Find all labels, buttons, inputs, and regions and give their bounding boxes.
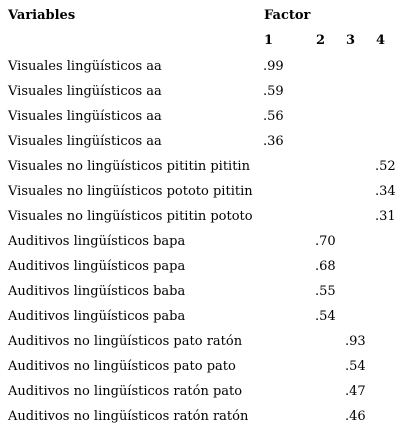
table-row: Auditivos lingüísticos paba .54	[0, 309, 406, 325]
factor-loading-value: .36	[263, 134, 284, 149]
factor-number-4: 4	[376, 33, 386, 48]
table-row: Auditivos no lingüísticos ratón ratón .46	[0, 409, 406, 425]
factor-loading-value: .34	[375, 184, 396, 199]
table-row: Visuales no lingüísticos pototo pititin.…	[0, 184, 406, 200]
factor-header: Factor	[264, 8, 311, 23]
table-row: Visuales lingüísticos aa .99	[0, 59, 406, 75]
factor-loading-value: .54	[345, 359, 366, 374]
table-row: Auditivos no lingüísticos ratón pato .47	[0, 384, 406, 400]
variable-label: Auditivos lingüísticos bapa	[8, 234, 186, 249]
factor-loading-value: .52	[375, 159, 396, 174]
table-row: Visuales lingüísticos aa .59	[0, 84, 406, 100]
factor-loading-value: .56	[263, 109, 284, 124]
factor-loading-value: .70	[315, 234, 336, 249]
table-row: Auditivos lingüísticos bapa .70	[0, 234, 406, 250]
variable-label: Auditivos no lingüísticos pato ratón	[8, 334, 243, 349]
factor-loading-value: .55	[315, 284, 336, 299]
variable-label: Auditivos no lingüísticos ratón ratón	[8, 409, 249, 424]
variables-header: Variables	[8, 8, 76, 23]
variable-label: Visuales lingüísticos aa	[8, 134, 162, 149]
factor-loading-value: .31	[375, 209, 396, 224]
variable-label: Auditivos no lingüísticos ratón pato	[8, 384, 243, 399]
variable-label: Auditivos no lingüísticos pato pato	[8, 359, 236, 374]
factor-number-3: 3	[346, 33, 356, 48]
table-row: Auditivos no lingüísticos pato ratón .93	[0, 334, 406, 350]
factor-loading-value: .93	[345, 334, 366, 349]
variable-label: Visuales no lingüísticos pototo pititin	[8, 184, 253, 199]
variable-label: Visuales lingüísticos aa	[8, 59, 162, 74]
factor-number-2: 2	[316, 33, 326, 48]
factor-number-1: 1	[264, 33, 274, 48]
variable-label: Auditivos lingüísticos paba	[8, 309, 186, 324]
factor-loading-value: .68	[315, 259, 336, 274]
table-row: Visuales lingüísticos aa .56	[0, 109, 406, 125]
variable-label: Visuales no lingüísticos pititin pototo	[8, 209, 253, 224]
table-row: Auditivos lingüísticos papa .68	[0, 259, 406, 275]
table-row: Auditivos no lingüísticos pato pato .54	[0, 359, 406, 375]
variable-label: Visuales no lingüísticos pititin pititin	[8, 159, 250, 174]
variable-label: Visuales lingüísticos aa	[8, 109, 162, 124]
variable-label: Auditivos lingüísticos papa	[8, 259, 186, 274]
table-row: Visuales no lingüísticos pititin pititin…	[0, 159, 406, 175]
table-row: Auditivos lingüísticos baba .55	[0, 284, 406, 300]
factor-loading-value: .54	[315, 309, 336, 324]
factor-loading-value: .59	[263, 84, 284, 99]
factor-loading-value: .47	[345, 384, 366, 399]
table-row: Visuales lingüísticos aa .36	[0, 134, 406, 150]
variable-label: Visuales lingüísticos aa	[8, 84, 162, 99]
table-row: Visuales no lingüísticos pititin pototo.…	[0, 209, 406, 225]
variable-label: Auditivos lingüísticos baba	[8, 284, 186, 299]
factor-loading-value: .99	[263, 59, 284, 74]
factor-loading-value: .46	[345, 409, 366, 424]
